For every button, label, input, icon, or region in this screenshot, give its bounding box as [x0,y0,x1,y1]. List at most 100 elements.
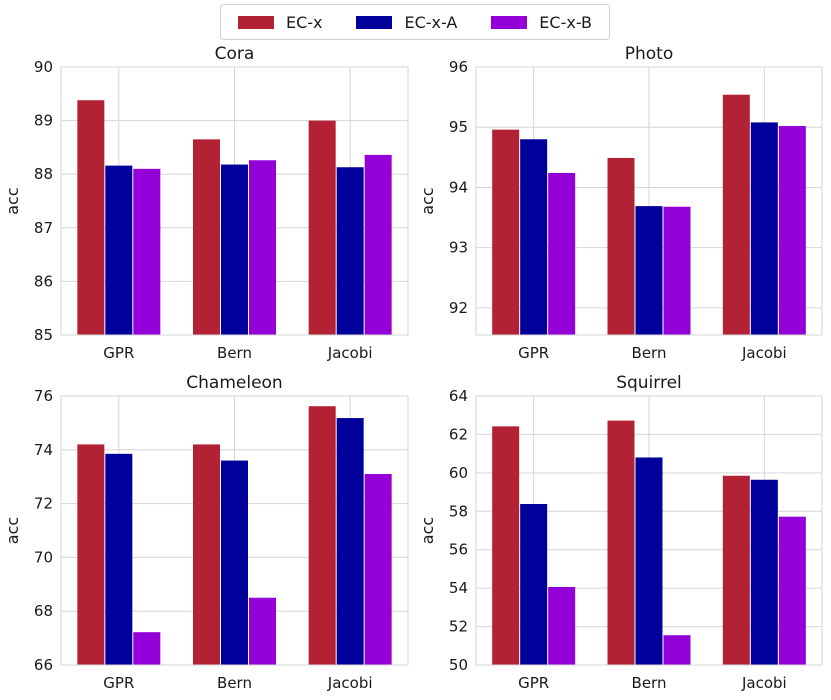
x-tick-label-gpr: GPR [103,344,134,362]
y-tick-label: 94 [449,178,468,196]
bar-ec-x-bern [193,139,220,335]
y-axis-label: acc [418,187,437,214]
y-tick-label: 96 [449,58,468,76]
bar-ec-x-b-bern [249,597,276,665]
y-tick-label: 88 [34,165,53,183]
bar-ec-x-a-bern [221,164,248,335]
legend: EC-x EC-x-A EC-x-B [220,4,610,40]
y-tick-label: 72 [34,495,53,513]
x-tick-label-gpr: GPR [518,674,549,692]
legend-label-ec-x: EC-x [285,12,323,32]
panel-title-photo: Photo [625,44,674,64]
bar-ec-x-bern [607,157,635,335]
y-tick-label: 87 [34,219,53,237]
y-tick-label: 86 [34,272,53,290]
plot-frame [475,66,823,336]
bar-ec-x-b-gpr [548,172,576,335]
y-tick-label: 60 [449,464,468,482]
bar-ec-x-gpr [492,426,520,665]
x-tick-label-jacobi: Jacobi [327,344,373,362]
plot-frame [60,395,409,666]
bar-ec-x-bern [193,444,220,665]
y-tick-label: 93 [449,239,468,257]
y-tick-label: 50 [449,656,468,674]
y-tick-label: 62 [449,425,468,443]
bar-ec-x-a-gpr [520,139,548,335]
y-tick-label: 58 [449,502,468,520]
legend-swatch-ec-x [237,15,274,29]
bar-ec-x-b-gpr [548,586,576,665]
y-tick-label: 68 [34,602,53,620]
bar-ec-x-gpr [492,129,520,335]
legend-item-ec-x: EC-x [237,12,323,32]
y-axis-label: acc [3,187,22,214]
legend-swatch-ec-x-a [356,15,393,29]
x-tick-label-bern: Bern [217,674,252,692]
bar-ec-x-a-bern [635,457,663,665]
panel-title-squirrel: Squirrel [616,373,682,393]
bar-ec-x-b-bern [663,206,691,335]
bar-ec-x-a-gpr [105,165,133,335]
bar-ec-x-b-jacobi [364,474,392,665]
x-tick-label-jacobi: Jacobi [741,344,787,362]
x-tick-label-bern: Bern [632,674,667,692]
y-tick-label: 70 [34,548,53,566]
y-axis-label: acc [3,517,22,544]
bar-ec-x-a-bern [221,460,248,665]
chart-panel-squirrel: 50 52 54 56 58 60 62 64 GPR Bern Jacobi Squirrel acc [418,373,823,692]
x-tick-label-gpr: GPR [103,674,134,692]
y-tick-label: 95 [449,118,468,136]
bar-ec-x-a-gpr [105,453,133,665]
bar-ec-x-a-jacobi [336,418,364,665]
y-tick-label: 90 [34,58,53,76]
chart-panel-photo: 92 93 94 95 96 GPR Bern Jacobi Photo acc [418,44,823,362]
x-tick-label-jacobi: Jacobi [327,674,373,692]
bar-ec-x-a-bern [635,206,663,335]
bar-ec-x-b-jacobi [364,154,392,335]
y-tick-label: 52 [449,618,468,636]
bar-ec-x-jacobi [722,475,750,665]
chart-panel-chameleon: 66 68 70 72 74 76 GPR Bern Jacobi Chameleon acc [3,373,409,692]
bar-ec-x-jacobi [722,94,750,335]
y-tick-label: 54 [449,579,468,597]
plot-frame [60,66,409,336]
panel-title-chameleon: Chameleon [186,373,282,393]
y-tick-label: 64 [449,387,468,405]
y-tick-label: 66 [34,656,53,674]
bar-ec-x-b-jacobi [778,126,806,335]
x-tick-label-bern: Bern [217,344,252,362]
legend-item-ec-x-a: EC-x-A [356,13,457,32]
x-tick-label-gpr: GPR [518,344,549,362]
legend-label-ec-x-a: EC-x-A [404,12,458,32]
bar-ec-x-b-jacobi [778,516,806,665]
y-tick-label: 56 [449,541,468,559]
x-tick-label-bern: Bern [632,344,667,362]
bar-ec-x-gpr [77,444,105,665]
bar-ec-x-b-bern [663,635,691,665]
bar-ec-x-a-jacobi [750,122,778,335]
legend-swatch-ec-x-b [491,15,528,29]
chart-panel-cora: 85 86 87 88 89 90 GPR Bern Jacobi Cora acc [3,44,409,362]
y-tick-label: 76 [34,387,53,405]
bar-ec-x-b-gpr [133,632,161,665]
y-tick-label: 89 [34,112,53,130]
bar-ec-x-a-gpr [520,503,548,665]
plot-frame [475,395,823,666]
bar-ec-x-b-bern [249,160,276,335]
bar-ec-x-bern [607,420,635,665]
y-tick-label: 92 [449,299,468,317]
legend-label-ec-x-b: EC-x-B [539,12,592,32]
bar-ec-x-b-gpr [133,168,161,335]
y-tick-label: 74 [34,441,53,459]
bar-ec-x-a-jacobi [336,167,364,335]
bar-ec-x-gpr [77,100,105,336]
bar-ec-x-jacobi [308,406,336,665]
panel-title-cora: Cora [215,44,255,64]
legend-item-ec-x-b: EC-x-B [491,13,592,32]
y-axis-label: acc [418,517,437,544]
x-tick-label-jacobi: Jacobi [741,674,787,692]
bar-ec-x-a-jacobi [750,479,778,665]
bar-ec-x-jacobi [308,120,336,335]
y-tick-label: 85 [34,326,53,344]
